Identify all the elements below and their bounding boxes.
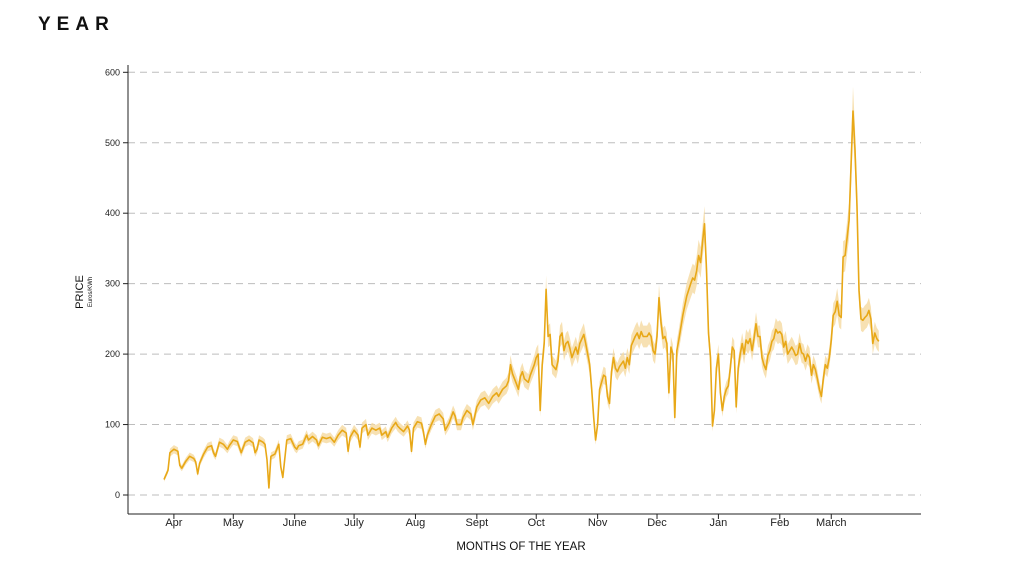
price-series — [163, 110, 880, 489]
price-line — [163, 110, 880, 489]
y-tick-label: 200 — [105, 349, 120, 359]
page-title: YEAR — [38, 14, 115, 35]
x-tick-label: Dec — [647, 517, 667, 529]
y-tick-label: 100 — [105, 420, 120, 430]
x-tick-label: Jan — [710, 517, 728, 529]
x-axis-label: MONTHS OF THE YEAR — [456, 541, 585, 553]
y-ticks: 0 100 200 300 400 500 600 — [105, 67, 128, 500]
confidence-band — [164, 86, 879, 490]
x-tick-label: May — [223, 517, 244, 529]
y-tick-label: 300 — [105, 279, 120, 289]
x-ticks: Apr May June July Aug Sept Oct Nov Dec Jan Feb Marc… — [165, 514, 847, 529]
y-tick-label: 0 — [115, 490, 120, 500]
y-tick-label: 400 — [105, 208, 120, 218]
x-tick-label: June — [283, 517, 307, 529]
x-tick-label: Nov — [588, 517, 608, 529]
x-tick-label: Feb — [770, 517, 789, 529]
y-axis-unit: Euros/KWh — [88, 277, 94, 307]
axes — [127, 65, 921, 515]
price-band — [164, 86, 879, 490]
x-tick-label: Apr — [165, 517, 182, 529]
y-tick-label: 600 — [105, 67, 120, 77]
x-tick-label: Aug — [406, 517, 426, 529]
y-tick-label: 500 — [105, 138, 120, 148]
y-axis-label-group: PRICE Euros/KWh — [74, 275, 94, 309]
x-tick-label: Oct — [528, 517, 545, 529]
grid-lines — [128, 71, 921, 496]
x-tick-label: July — [344, 517, 364, 529]
x-tick-label: Sept — [466, 517, 489, 529]
x-tick-label: March — [816, 517, 847, 529]
y-axis-label: PRICE — [74, 275, 86, 309]
